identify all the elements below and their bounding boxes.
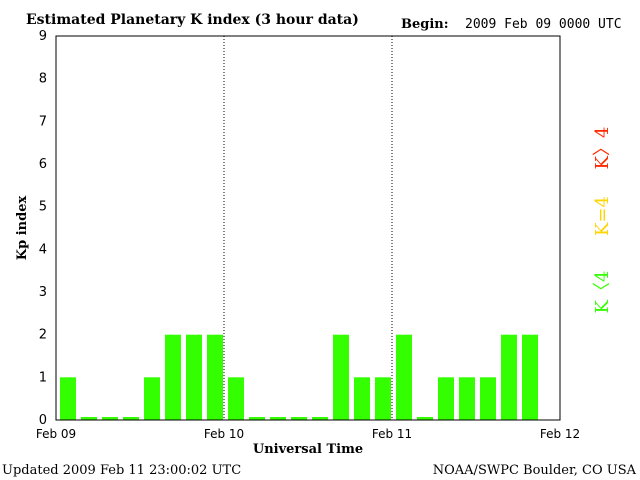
- updated-timestamp: Updated 2009 Feb 11 23:00:02 UTC: [2, 463, 241, 478]
- kp-bar-5: [144, 377, 160, 420]
- y-tick-label: 8: [39, 72, 47, 87]
- y-tick-label: 3: [39, 285, 47, 300]
- kp-bar-4: [123, 417, 139, 420]
- y-tick-label: 6: [39, 157, 47, 172]
- kp-bar-13: [312, 417, 328, 420]
- kp-bar-15: [354, 377, 370, 420]
- kp-bar-11: [270, 417, 286, 420]
- y-tick-labels: 0 1 2 3 4 5 6 7 8 9: [39, 29, 47, 428]
- kp-bar-1: [60, 377, 76, 420]
- y-tick-label: 1: [39, 370, 47, 385]
- kp-bar-2: [81, 417, 97, 420]
- chart-title: Estimated Planetary K index (3 hour data…: [26, 12, 359, 28]
- legend-k-below-4: K〈4: [592, 271, 613, 314]
- day-separators: [223, 36, 393, 420]
- x-tick-label: Feb 12: [540, 427, 580, 441]
- kp-bar-20: [459, 377, 475, 420]
- x-tick-label: Feb 11: [372, 427, 412, 441]
- kp-bar-22: [501, 334, 517, 420]
- kp-bar-9: [228, 377, 244, 420]
- y-tick-label: 2: [39, 328, 47, 343]
- kp-bar-6: [165, 334, 181, 420]
- x-tick-label: Feb 09: [36, 427, 76, 441]
- kp-bar-7: [186, 334, 202, 420]
- x-axis-label: Universal Time: [253, 442, 363, 457]
- kp-bar-16: [375, 377, 391, 420]
- begin-value: 2009 Feb 09 0000 UTC: [465, 17, 622, 32]
- legend-k-above-4: K〉4: [592, 127, 613, 170]
- y-tick-label: 9: [39, 29, 47, 44]
- kp-bar-17: [396, 334, 412, 420]
- bars-group: [60, 334, 538, 420]
- kp-bar-18: [417, 417, 433, 420]
- y-tick-label: 4: [39, 242, 47, 257]
- plot-frame: [55, 35, 561, 421]
- y-tick-label: 7: [39, 114, 47, 129]
- y-tick-label: 0: [39, 413, 47, 428]
- source-credit: NOAA/SWPC Boulder, CO USA: [433, 463, 637, 478]
- legend-k-equal-4: K=4: [592, 196, 613, 236]
- kp-bar-19: [438, 377, 454, 420]
- kp-bar-10: [249, 417, 265, 420]
- kp-bar-3: [102, 417, 118, 420]
- kp-bar-21: [480, 377, 496, 420]
- kp-bar-14: [333, 334, 349, 420]
- y-axis-label: Kp index: [15, 196, 30, 261]
- y-tick-label: 5: [39, 200, 47, 215]
- kp-bar-12: [291, 417, 307, 420]
- begin-label: Begin:: [401, 17, 449, 32]
- kp-bar-8: [207, 334, 223, 420]
- kp-bar-23: [522, 334, 538, 420]
- x-tick-labels: Feb 09 Feb 10 Feb 11 Feb 12: [36, 427, 580, 441]
- x-tick-label: Feb 10: [204, 427, 244, 441]
